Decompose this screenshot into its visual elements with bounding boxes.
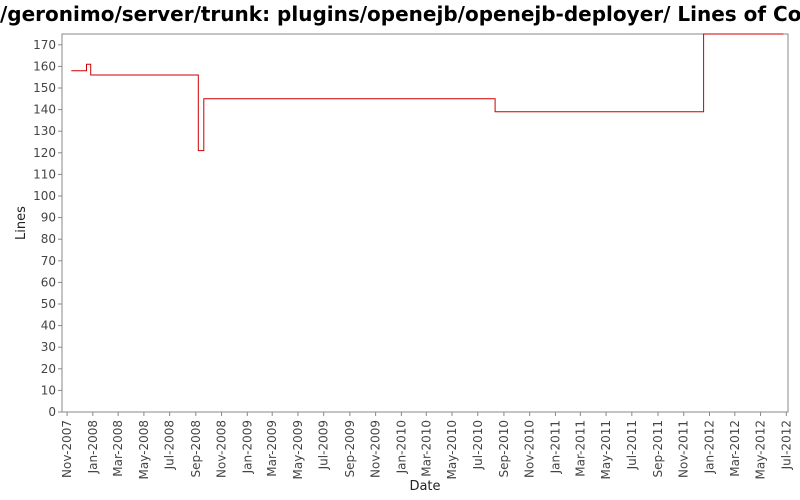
y-tick-label: 160 [33,59,56,73]
y-tick-label: 140 [33,103,56,117]
x-tick-label: Jan-2010 [394,420,408,474]
x-tick-label: Mar-2009 [265,420,279,477]
x-axis: Nov-2007 Jan-2008 Mar-2008 May-2008 Jul-2008… [60,412,793,479]
series-line [71,33,784,152]
x-axis-title: Date [409,479,440,494]
x-tick-label: May-2010 [445,420,459,479]
x-tick-label: Jan-2011 [548,420,562,474]
y-axis-title: Lines [14,206,29,240]
x-tick-label: Nov-2008 [215,420,229,478]
x-tick-label: Sep-2010 [497,420,511,478]
y-tick-label: 50 [41,297,56,311]
y-tick-label: 100 [33,189,56,203]
y-tick-label: 0 [48,405,56,419]
chart-title: /geronimo/server/trunk: plugins/openejb/… [0,2,800,26]
x-tick-label: May-2008 [137,420,151,479]
x-tick-label: Sep-2011 [651,420,665,478]
x-tick-label: Jul-2009 [317,420,331,470]
x-tick-label: Sep-2009 [343,420,357,478]
x-tick-label: Mar-2010 [419,420,433,477]
y-tick-label: 90 [41,211,56,225]
x-tick-label: Jan-2008 [86,420,100,474]
y-tick-label: 70 [41,254,56,268]
y-tick-label: 30 [41,340,56,354]
x-tick-label: May-2012 [754,420,768,479]
x-tick-label: Sep-2008 [189,420,203,478]
x-tick-label: Jul-2008 [163,420,177,470]
x-tick-label: Jan-2012 [702,420,716,474]
x-tick-label: May-2011 [599,420,613,479]
x-tick-label: Mar-2008 [111,420,125,477]
x-tick-label: Nov-2011 [677,420,691,478]
y-tick-label: 10 [41,383,56,397]
y-tick-label: 80 [41,232,56,246]
y-tick-label: 150 [33,81,56,95]
x-tick-label: Nov-2009 [369,420,383,478]
y-tick-label: 40 [41,319,56,333]
x-tick-label: Jan-2009 [240,420,254,474]
y-axis: 0 10 20 30 40 50 60 70 80 90 100 110 120 130 140 150 160… [33,38,62,419]
y-tick-label: 120 [33,146,56,160]
x-tick-label: Jul-2011 [625,420,639,470]
y-tick-label: 110 [33,167,56,181]
y-tick-label: 130 [33,124,56,138]
y-tick-label: 20 [41,362,56,376]
x-tick-label: Nov-2007 [60,420,74,478]
y-tick-label: 60 [41,275,56,289]
y-tick-label: 170 [33,38,56,52]
x-tick-label: Jul-2010 [471,420,485,470]
x-tick-label: Mar-2011 [573,420,587,477]
x-tick-label: Jul-2012 [779,420,793,470]
x-tick-label: May-2009 [291,420,305,479]
x-tick-label: Mar-2012 [728,420,742,477]
plot-area [61,33,789,413]
x-tick-label: Nov-2010 [523,420,537,478]
